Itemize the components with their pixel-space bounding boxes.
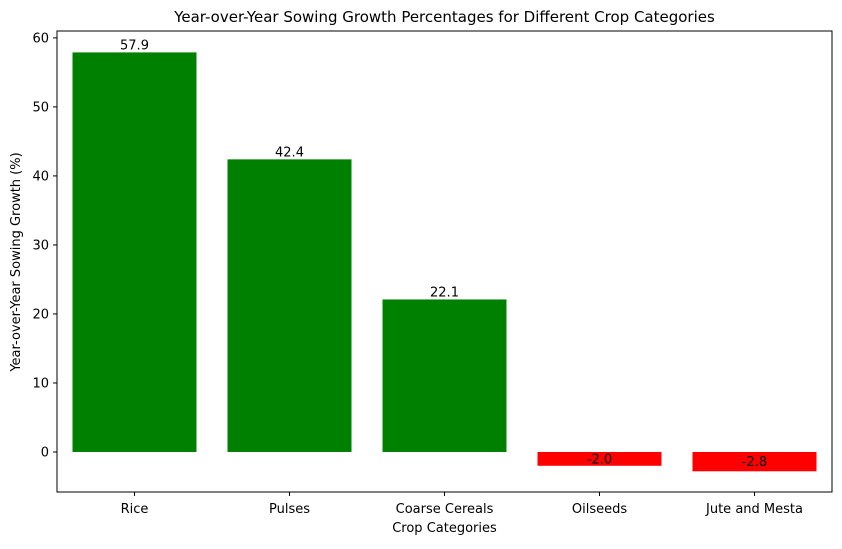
value-label: 57.9 <box>120 38 149 53</box>
y-tick-label: 10 <box>32 376 49 391</box>
bar-oilseeds <box>537 451 662 466</box>
value-label: 22.1 <box>430 285 459 300</box>
plot-area: 57.9 42.4 22.1 -2.0 -2.8 0 10 20 30 40 50 60 Rice Pul… <box>32 30 833 517</box>
x-tick-label: Coarse Cereals <box>396 502 494 517</box>
y-tick-label: 50 <box>32 100 49 115</box>
y-tick-label: 60 <box>32 31 49 46</box>
value-label: -2.8 <box>742 455 767 470</box>
value-label: 42.4 <box>275 145 304 160</box>
x-tick-label: Pulses <box>269 502 310 517</box>
x-tick-label: Rice <box>121 502 149 517</box>
y-tick-label: 0 <box>41 445 49 460</box>
x-tick-label: Jute and Mesta <box>705 502 803 517</box>
chart-title: Year-over-Year Sowing Growth Percentages… <box>173 8 715 26</box>
bar-rice <box>72 52 197 452</box>
x-tick-label: Oilseeds <box>572 502 627 517</box>
x-axis-label: Crop Categories <box>392 521 497 536</box>
bar-pulses <box>227 159 352 452</box>
bar-jute-and-mesta <box>692 451 817 472</box>
y-tick-label: 40 <box>32 169 49 184</box>
bar-coarse-cereals <box>382 299 507 452</box>
value-label: -2.0 <box>587 452 612 467</box>
y-axis-label: Year-over-Year Sowing Growth (%) <box>9 152 24 372</box>
y-tick-label: 30 <box>32 238 49 253</box>
y-tick-label: 20 <box>32 307 49 322</box>
